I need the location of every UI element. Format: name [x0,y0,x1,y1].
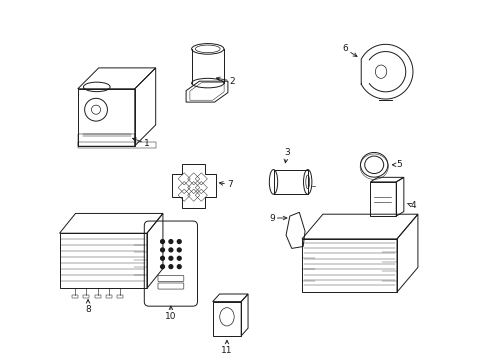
Text: 2: 2 [217,77,235,86]
Text: 5: 5 [392,160,402,169]
Circle shape [177,265,181,269]
Circle shape [177,248,181,252]
Circle shape [169,248,173,252]
Text: 10: 10 [165,306,177,321]
Circle shape [169,265,173,269]
Text: 7: 7 [220,180,233,189]
Circle shape [161,240,165,243]
Text: 8: 8 [85,300,91,314]
Text: 6: 6 [342,44,357,57]
Circle shape [177,240,181,243]
Text: 9: 9 [269,213,287,222]
Circle shape [161,256,165,260]
Circle shape [161,248,165,252]
Text: 11: 11 [221,340,233,355]
Circle shape [161,265,165,269]
Circle shape [169,256,173,260]
Text: 4: 4 [408,201,416,210]
Circle shape [177,256,181,260]
Text: 1: 1 [133,138,150,148]
Circle shape [169,240,173,243]
Text: 3: 3 [284,148,290,163]
